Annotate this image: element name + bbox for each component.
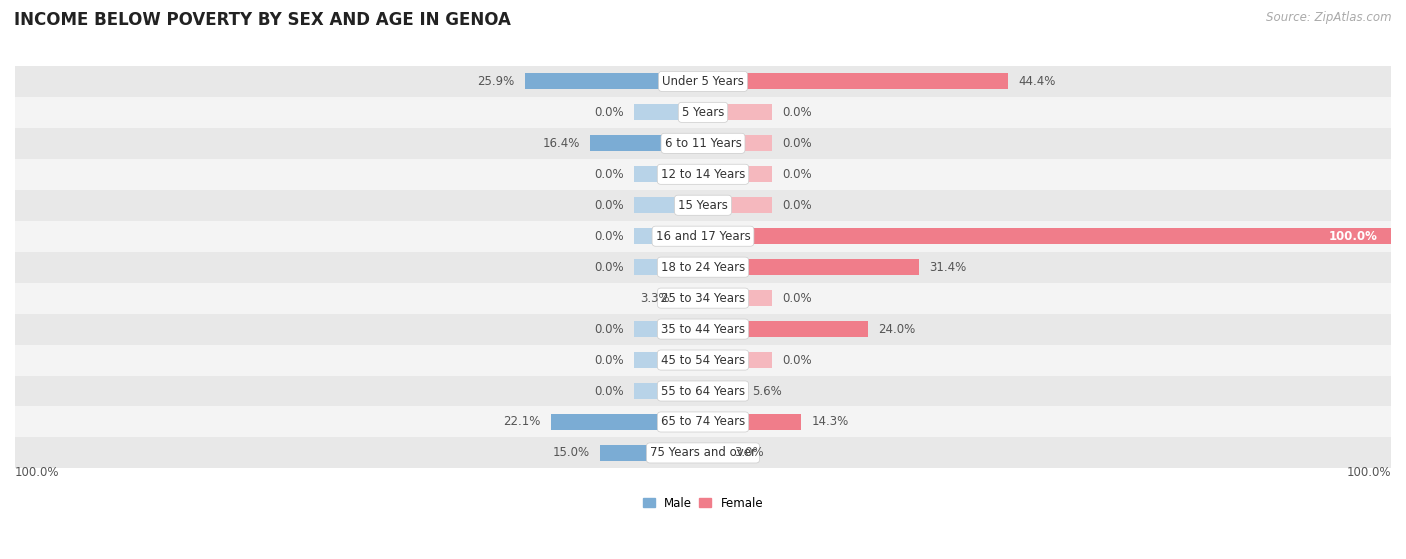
Text: 25.9%: 25.9%: [477, 75, 515, 88]
Text: 0.0%: 0.0%: [595, 106, 624, 119]
Bar: [15, 314, 1391, 344]
Bar: [703, 166, 772, 182]
Text: 0.0%: 0.0%: [595, 385, 624, 397]
Legend: Male, Female: Male, Female: [638, 492, 768, 514]
Bar: [15, 66, 1391, 97]
Text: 45 to 54 Years: 45 to 54 Years: [661, 353, 745, 367]
Bar: [703, 321, 868, 337]
Text: 0.0%: 0.0%: [782, 199, 811, 212]
Text: 0.0%: 0.0%: [595, 323, 624, 335]
Bar: [15, 97, 1391, 128]
Bar: [634, 197, 703, 214]
Text: 16.4%: 16.4%: [543, 137, 579, 150]
Bar: [15, 376, 1391, 406]
Bar: [703, 290, 772, 306]
Text: INCOME BELOW POVERTY BY SEX AND AGE IN GENOA: INCOME BELOW POVERTY BY SEX AND AGE IN G…: [14, 11, 510, 29]
Text: 0.0%: 0.0%: [782, 168, 811, 181]
Bar: [591, 135, 703, 151]
Text: 6 to 11 Years: 6 to 11 Years: [665, 137, 741, 150]
Bar: [634, 352, 703, 368]
Text: 0.0%: 0.0%: [595, 230, 624, 243]
Text: 100.0%: 100.0%: [15, 466, 59, 479]
Bar: [703, 352, 772, 368]
Text: 15 Years: 15 Years: [678, 199, 728, 212]
Text: 0.0%: 0.0%: [595, 168, 624, 181]
Text: 65 to 74 Years: 65 to 74 Years: [661, 415, 745, 428]
Text: 24.0%: 24.0%: [879, 323, 915, 335]
Bar: [15, 128, 1391, 159]
Text: 15.0%: 15.0%: [553, 447, 589, 459]
Bar: [15, 252, 1391, 283]
Text: 16 and 17 Years: 16 and 17 Years: [655, 230, 751, 243]
Bar: [681, 290, 703, 306]
Text: 75 Years and over: 75 Years and over: [650, 447, 756, 459]
Bar: [703, 135, 772, 151]
Bar: [15, 159, 1391, 190]
Text: 0.0%: 0.0%: [595, 353, 624, 367]
Bar: [600, 445, 703, 461]
Text: 3.3%: 3.3%: [640, 292, 671, 305]
Bar: [634, 383, 703, 399]
Text: 0.0%: 0.0%: [782, 137, 811, 150]
Text: 31.4%: 31.4%: [929, 260, 966, 274]
Bar: [634, 321, 703, 337]
Bar: [703, 228, 1391, 244]
Text: 0.0%: 0.0%: [782, 292, 811, 305]
Text: 100.0%: 100.0%: [1329, 230, 1378, 243]
Text: 5 Years: 5 Years: [682, 106, 724, 119]
Bar: [703, 105, 772, 120]
Text: 100.0%: 100.0%: [1347, 466, 1391, 479]
Bar: [703, 73, 1008, 89]
Bar: [15, 406, 1391, 438]
Text: 14.3%: 14.3%: [811, 415, 849, 428]
Bar: [15, 344, 1391, 376]
Bar: [634, 105, 703, 120]
Text: 0.0%: 0.0%: [595, 199, 624, 212]
Bar: [634, 166, 703, 182]
Bar: [703, 445, 724, 461]
Text: 44.4%: 44.4%: [1019, 75, 1056, 88]
Text: 0.0%: 0.0%: [782, 353, 811, 367]
Text: 35 to 44 Years: 35 to 44 Years: [661, 323, 745, 335]
Bar: [524, 73, 703, 89]
Text: 5.6%: 5.6%: [752, 385, 782, 397]
Bar: [634, 259, 703, 275]
Bar: [551, 414, 703, 430]
Bar: [703, 414, 801, 430]
Text: 12 to 14 Years: 12 to 14 Years: [661, 168, 745, 181]
Bar: [15, 190, 1391, 221]
Text: 55 to 64 Years: 55 to 64 Years: [661, 385, 745, 397]
Text: Source: ZipAtlas.com: Source: ZipAtlas.com: [1267, 11, 1392, 24]
Text: 18 to 24 Years: 18 to 24 Years: [661, 260, 745, 274]
Text: 0.0%: 0.0%: [595, 260, 624, 274]
Text: 25 to 34 Years: 25 to 34 Years: [661, 292, 745, 305]
Bar: [15, 283, 1391, 314]
Text: 22.1%: 22.1%: [503, 415, 541, 428]
Bar: [703, 383, 741, 399]
Bar: [634, 228, 703, 244]
Bar: [15, 221, 1391, 252]
Text: 0.0%: 0.0%: [782, 106, 811, 119]
Bar: [703, 259, 920, 275]
Text: 3.0%: 3.0%: [734, 447, 763, 459]
Bar: [703, 197, 772, 214]
Text: Under 5 Years: Under 5 Years: [662, 75, 744, 88]
Bar: [15, 438, 1391, 468]
